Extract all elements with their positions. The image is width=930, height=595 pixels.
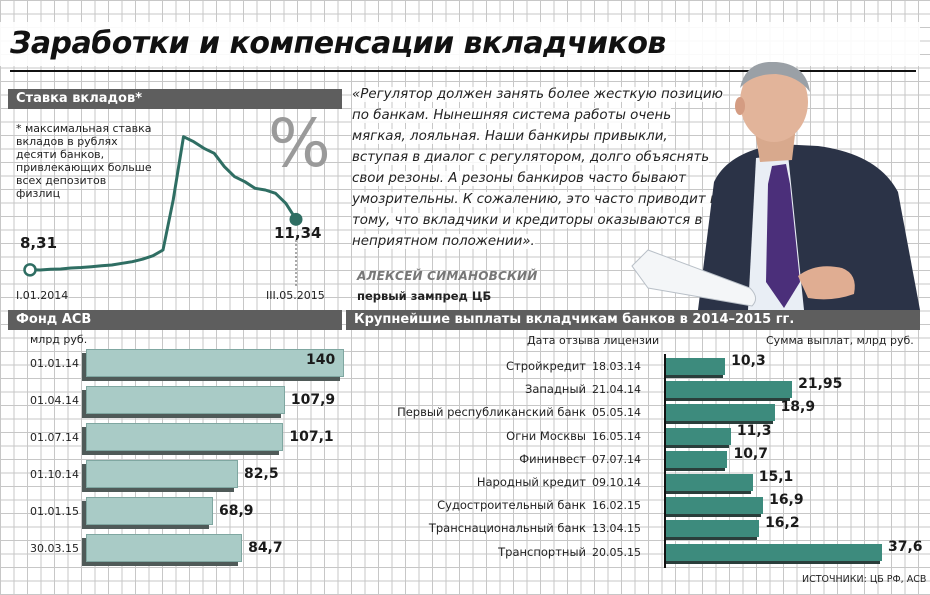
payout-value-label: 10,7	[733, 445, 768, 462]
fund-date-label: 01.07.14	[30, 431, 79, 444]
rate-series-line	[29, 135, 298, 272]
payout-bank-name: Первый республиканский банк	[397, 405, 586, 420]
payout-bar	[666, 450, 728, 468]
quote-text: «Регулятор должен занять более жесткую п…	[352, 87, 723, 249]
fund-bar	[86, 534, 243, 562]
fund-value-label: 140	[306, 352, 336, 368]
payout-date: 09.10.14	[592, 476, 641, 489]
percent-sign: %	[268, 105, 331, 182]
title-background	[0, 22, 920, 66]
payout-date: 07.07.14	[592, 452, 641, 466]
rate-start-date: I.01.2014	[16, 289, 69, 302]
payout-bank-name: Народный кредит	[476, 475, 586, 489]
payout-bar	[666, 474, 753, 491]
fund-date-label: 01.01.14	[30, 357, 79, 370]
portrait-photo	[631, 62, 920, 310]
payout-bar	[666, 497, 764, 515]
fund-row: 30.03.15 84,7	[8, 534, 338, 566]
payout-bank-name: Стройкредит	[506, 359, 586, 373]
quote-author-role: первый зампред ЦБ	[357, 289, 492, 303]
fund-value-label: 84,7	[248, 540, 283, 556]
rate-end-date: III.05.2015	[266, 289, 325, 302]
rate-end-point	[289, 212, 303, 226]
payouts-axis-line	[664, 354, 666, 568]
payout-date: 05.05.14	[592, 406, 641, 420]
fund-row: 01.01.15 68,9	[8, 497, 338, 529]
fund-bar	[86, 349, 344, 377]
payout-bank-name: Транспортный	[498, 544, 586, 559]
payouts-date-column-label: Дата отзыва лицензии	[527, 334, 660, 347]
fund-value-label: 107,1	[289, 429, 334, 445]
payout-value-label: 10,3	[731, 353, 766, 369]
payout-value-label: 37,6	[888, 538, 923, 555]
fund-value-label: 82,5	[244, 466, 279, 482]
rate-footnote: * максимальная ставка вкладов в рублях д…	[16, 122, 152, 200]
payout-value-label: 15,1	[758, 469, 794, 485]
payouts-sum-column-label: Сумма выплат, млрд руб.	[766, 334, 914, 347]
fund-bar	[86, 497, 213, 525]
payout-value-label: 18,9	[780, 399, 816, 416]
payout-bar	[666, 427, 731, 445]
fund-date-label: 01.01.15	[30, 505, 79, 518]
fund-panel-header: Фонд АСВ	[8, 310, 342, 330]
fund-date-label: 30.03.15	[30, 542, 79, 555]
payouts-bar-area: Стройкредит 18.03.14 10,3 Западный 21.04.14 2…	[346, 352, 923, 572]
fund-bar	[86, 386, 285, 414]
rate-start-value: 8,31	[20, 234, 58, 252]
payout-bar	[666, 381, 793, 399]
rate-panel-header: Ставка вкладов*	[8, 89, 342, 109]
page-title: Заработки и компенсации вкладчиков	[10, 26, 666, 61]
payout-value-label: 21,95	[798, 376, 843, 393]
rate-start-point	[23, 263, 37, 277]
fund-bar	[86, 460, 239, 488]
payout-bank-name: Фининвест	[519, 451, 586, 466]
fund-unit-label: млрд руб.	[30, 333, 88, 346]
fund-date-label: 01.04.14	[30, 394, 79, 407]
fund-bar	[86, 423, 284, 451]
payout-bar	[666, 404, 775, 422]
payout-date: 20.05.15	[592, 545, 641, 559]
payout-bar	[666, 358, 726, 375]
payout-date: 16.05.14	[592, 429, 641, 443]
payout-bank-name: Судостроительный банк	[437, 498, 586, 513]
payout-bank-name: Западный	[524, 382, 586, 397]
payout-value-label: 11,3	[736, 422, 772, 439]
fund-date-label: 01.10.14	[30, 468, 79, 481]
source-note: ИСТОЧНИКИ: ЦБ РФ, АСВ	[802, 574, 927, 585]
fund-bar-area: 01.01.14 140 01.04.14 107,9 01.07.14 107,1 01.…	[8, 346, 344, 574]
payouts-panel-header: Крупнейшие выплаты вкладчикам банков в 2…	[346, 310, 920, 330]
fund-value-label: 107,9	[290, 392, 336, 408]
payout-bank-name: Огни Москвы	[506, 428, 586, 443]
payout-date: 13.04.15	[592, 522, 641, 536]
quote-author: АЛЕКСЕЙ СИМАНОВСКИЙ	[357, 269, 538, 283]
payout-bank-name: Транснациональный банк	[428, 521, 586, 536]
fund-row: 01.04.14 107,9	[8, 386, 338, 418]
fund-value-label: 68,9	[218, 503, 254, 519]
payout-date: 18.03.14	[592, 360, 641, 373]
fund-row: 01.07.14 107,1	[8, 423, 338, 455]
payout-date: 16.02.15	[592, 499, 641, 513]
rate-end-value: 11,34	[274, 224, 322, 242]
payout-value-label: 16,2	[765, 515, 800, 532]
payout-bar	[666, 520, 760, 538]
payout-value-label: 16,9	[769, 492, 804, 509]
fund-row: 01.01.14 140	[8, 349, 344, 381]
fund-row: 01.10.14 82,5	[8, 460, 338, 492]
payout-date: 21.04.14	[592, 383, 641, 397]
title-rule	[10, 70, 916, 72]
payout-bar	[666, 543, 882, 561]
